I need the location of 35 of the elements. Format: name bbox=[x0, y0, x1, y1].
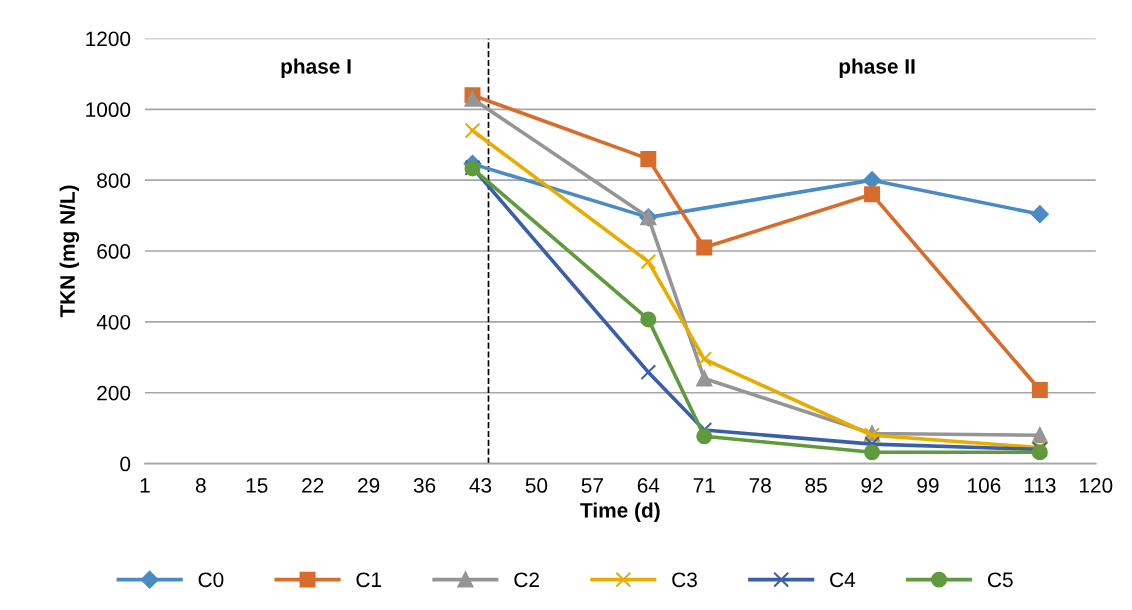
x-tick-label: 113 bbox=[1024, 478, 1056, 493]
x-tick-label: 36 bbox=[413, 478, 436, 493]
x-tick-label: 8 bbox=[195, 478, 206, 493]
x-tick-label: 64 bbox=[637, 478, 660, 493]
y-tick-label: 600 bbox=[97, 244, 131, 259]
y-tick-label: 400 bbox=[96, 314, 131, 330]
legend-label: C4 bbox=[830, 572, 856, 588]
x-tick-label: 29 bbox=[358, 478, 380, 493]
legend-label: C5 bbox=[988, 572, 1013, 588]
x-tick-label: 71 bbox=[693, 478, 715, 493]
annotation: phase I bbox=[281, 58, 351, 78]
legend-label: C3 bbox=[672, 572, 697, 588]
x-tick-label: 85 bbox=[805, 478, 827, 493]
y-axis-title: TKN (mg N/L) bbox=[59, 185, 80, 318]
x-tick-label: 106 bbox=[968, 478, 1001, 493]
y-tick-label: 1000 bbox=[86, 102, 131, 118]
x-tick-label: 22 bbox=[302, 478, 324, 493]
y-tick-label: 800 bbox=[97, 173, 131, 188]
annotation: phase II bbox=[839, 58, 915, 78]
y-tick-label: 1200 bbox=[86, 31, 131, 47]
x-tick-label: 1 bbox=[140, 478, 150, 493]
y-tick-label: 200 bbox=[97, 385, 131, 401]
x-axis-title: Time (d) bbox=[580, 502, 660, 522]
legend-label: C2 bbox=[514, 572, 539, 588]
x-tick-label: 99 bbox=[917, 478, 939, 493]
x-tick-label: 15 bbox=[246, 478, 268, 493]
x-tick-label: 78 bbox=[749, 478, 771, 493]
legend-label: C1 bbox=[356, 572, 382, 588]
legend-label: C0 bbox=[198, 572, 224, 588]
x-tick-label: 43 bbox=[469, 478, 492, 493]
x-tick-label: 92 bbox=[861, 478, 883, 493]
x-tick-label: 50 bbox=[525, 478, 548, 493]
y-tick-label: 0 bbox=[120, 456, 131, 472]
x-tick-label: 57 bbox=[581, 478, 603, 493]
x-tick-label: 120 bbox=[1079, 478, 1113, 493]
